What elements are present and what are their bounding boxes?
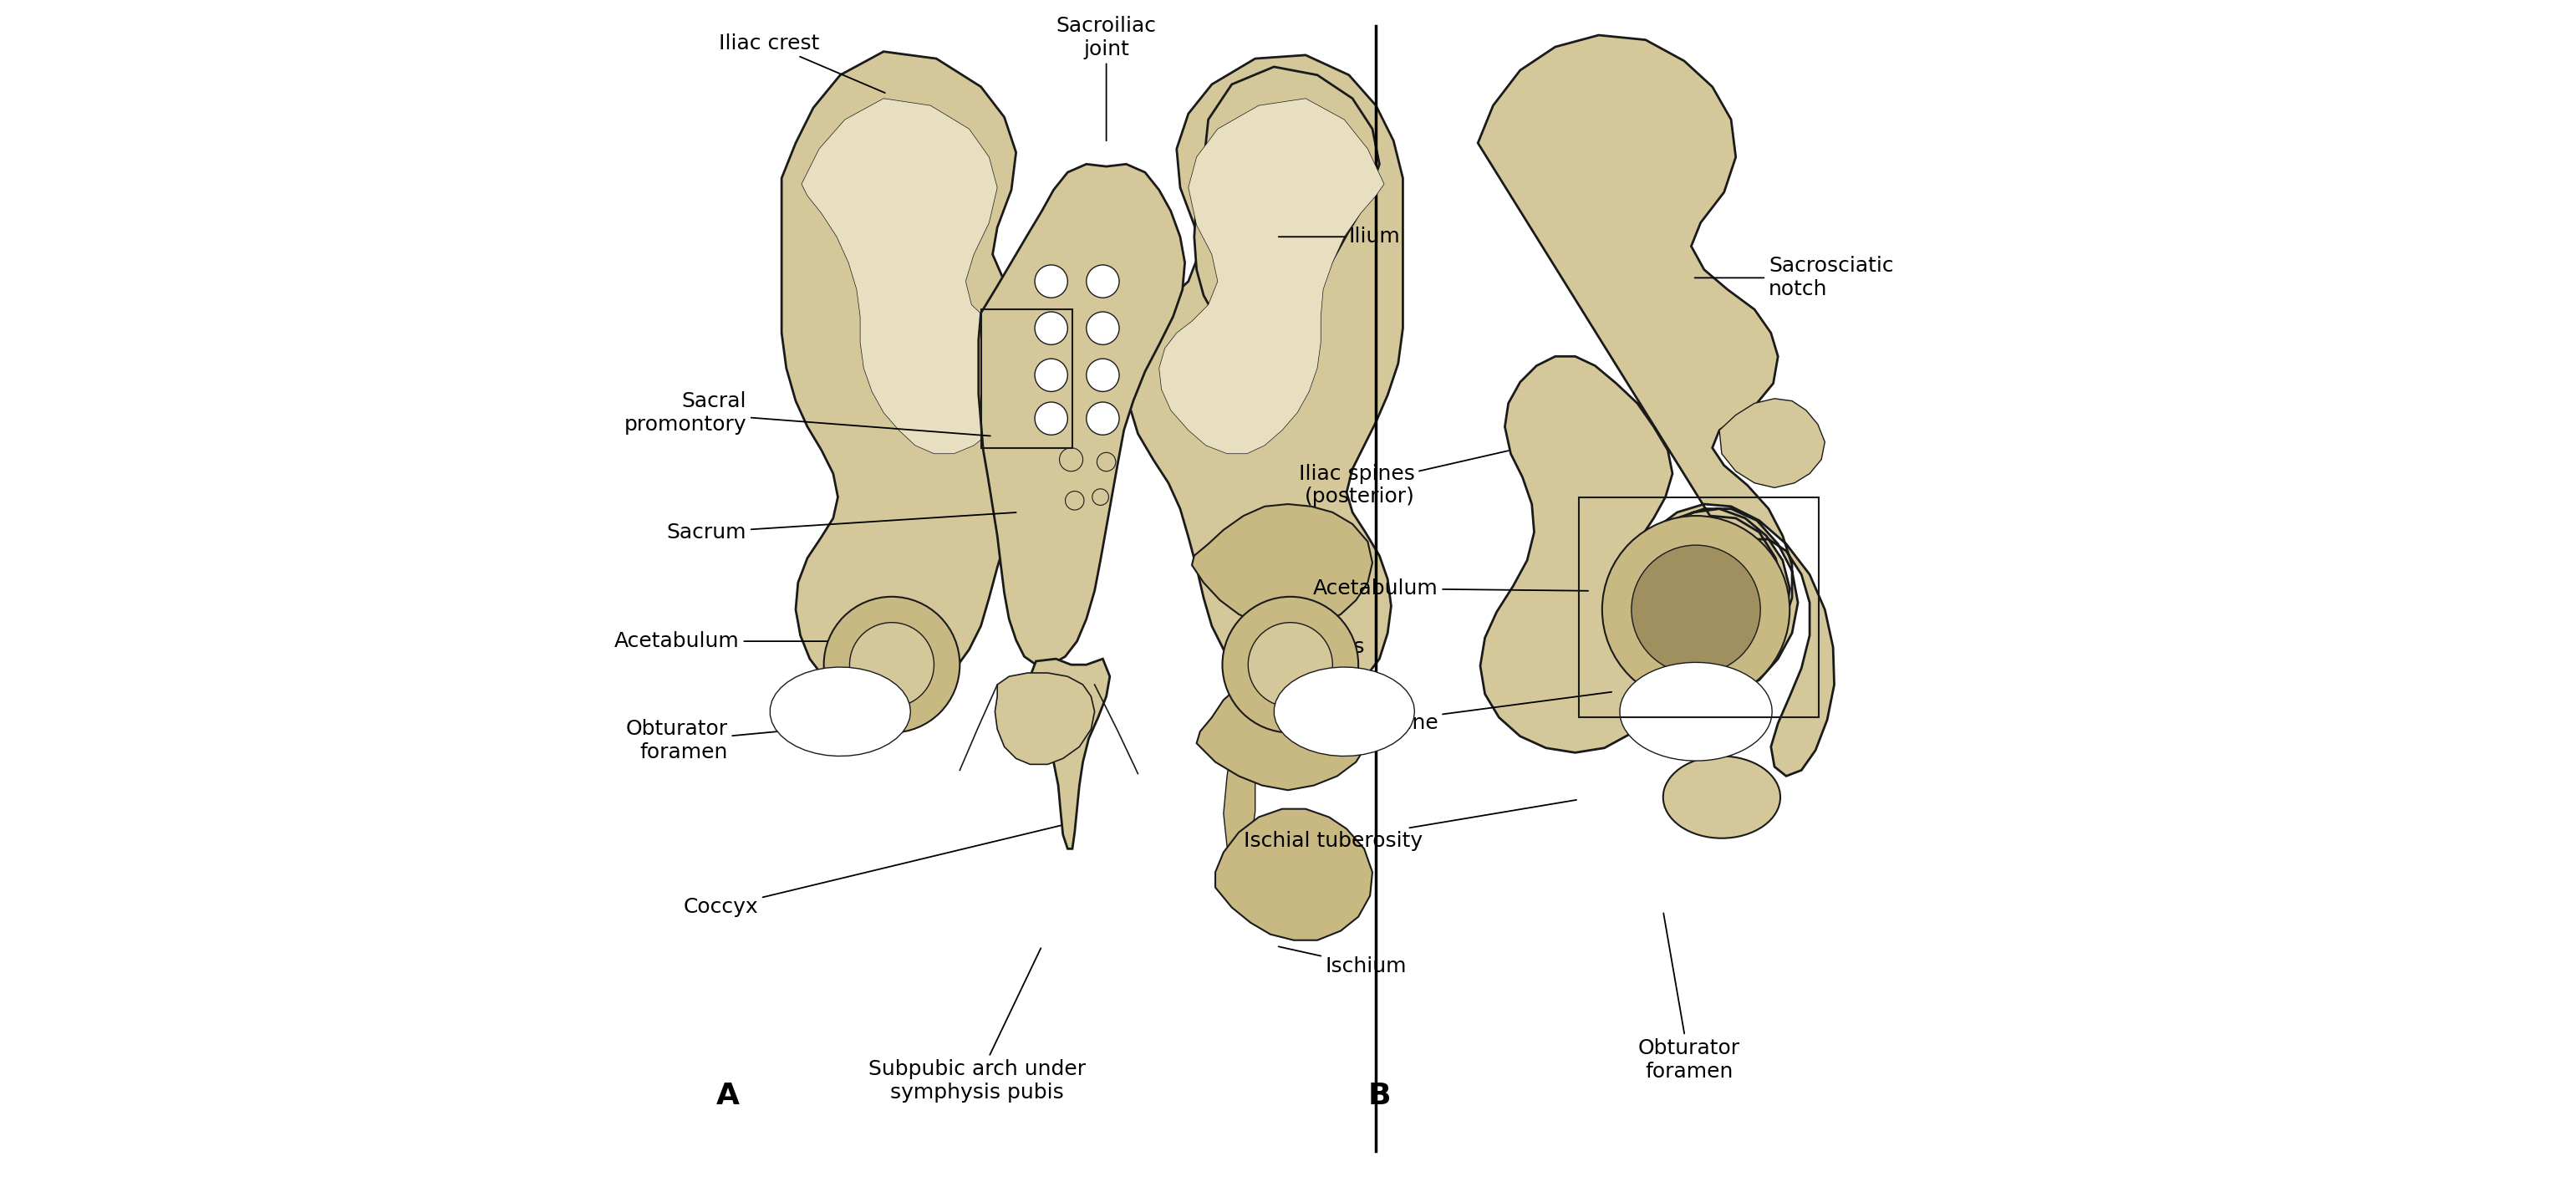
Polygon shape bbox=[801, 99, 1020, 453]
Circle shape bbox=[1036, 265, 1066, 298]
Circle shape bbox=[824, 597, 961, 733]
Polygon shape bbox=[1193, 504, 1373, 630]
Ellipse shape bbox=[1664, 756, 1780, 838]
Polygon shape bbox=[1224, 743, 1255, 864]
Text: Sacral
promontory: Sacral promontory bbox=[623, 391, 989, 435]
Text: B: B bbox=[1368, 1082, 1391, 1110]
Text: Subpubic arch under
symphysis pubis: Subpubic arch under symphysis pubis bbox=[868, 949, 1087, 1103]
Bar bbox=[1579, 497, 1819, 718]
Polygon shape bbox=[781, 52, 1066, 706]
Bar bbox=[981, 310, 1072, 447]
Polygon shape bbox=[1718, 399, 1824, 487]
Circle shape bbox=[1631, 545, 1759, 674]
Ellipse shape bbox=[1762, 400, 1803, 430]
Circle shape bbox=[1087, 359, 1118, 392]
Polygon shape bbox=[1159, 99, 1383, 453]
Text: Sacrosciatic
notch: Sacrosciatic notch bbox=[1695, 257, 1893, 299]
Circle shape bbox=[1087, 312, 1118, 345]
Polygon shape bbox=[1030, 659, 1110, 849]
Circle shape bbox=[1224, 597, 1358, 733]
Text: Coccyx: Coccyx bbox=[683, 824, 1069, 917]
Polygon shape bbox=[979, 164, 1185, 665]
Text: Pubis: Pubis bbox=[1236, 637, 1365, 657]
Text: Ischium: Ischium bbox=[1278, 946, 1406, 976]
Circle shape bbox=[1087, 265, 1118, 298]
Circle shape bbox=[1097, 452, 1115, 471]
Text: Ischial spine: Ischial spine bbox=[1309, 692, 1613, 733]
Text: Acetabulum: Acetabulum bbox=[613, 631, 909, 651]
Text: Ischial tuberosity: Ischial tuberosity bbox=[1244, 800, 1577, 851]
Text: Iliac spines
(posterior): Iliac spines (posterior) bbox=[1298, 451, 1510, 507]
Polygon shape bbox=[1479, 35, 1834, 776]
Polygon shape bbox=[1216, 809, 1373, 940]
Text: Ilium: Ilium bbox=[1278, 227, 1401, 247]
Polygon shape bbox=[1620, 663, 1772, 760]
Polygon shape bbox=[770, 667, 909, 756]
Circle shape bbox=[1036, 312, 1066, 345]
Circle shape bbox=[1036, 359, 1066, 392]
Circle shape bbox=[1036, 403, 1066, 435]
Text: Obturator
foramen: Obturator foramen bbox=[1638, 913, 1739, 1082]
Circle shape bbox=[1066, 491, 1084, 510]
Circle shape bbox=[1087, 403, 1118, 435]
Text: A: A bbox=[716, 1082, 739, 1110]
Text: Sacrum: Sacrum bbox=[667, 512, 1015, 543]
Circle shape bbox=[1092, 488, 1108, 505]
Polygon shape bbox=[994, 673, 1095, 764]
Polygon shape bbox=[1126, 55, 1404, 706]
Circle shape bbox=[1602, 516, 1790, 704]
Polygon shape bbox=[1275, 667, 1414, 756]
Text: Sacroiliac
joint: Sacroiliac joint bbox=[1056, 15, 1157, 141]
Circle shape bbox=[1059, 447, 1082, 471]
Text: Acetabulum: Acetabulum bbox=[1314, 578, 1589, 599]
Text: Obturator
foramen: Obturator foramen bbox=[626, 719, 863, 763]
Circle shape bbox=[1249, 623, 1332, 707]
Text: Iliac crest: Iliac crest bbox=[719, 33, 886, 93]
Polygon shape bbox=[1195, 67, 1378, 343]
Polygon shape bbox=[1198, 669, 1373, 790]
Circle shape bbox=[850, 623, 935, 707]
